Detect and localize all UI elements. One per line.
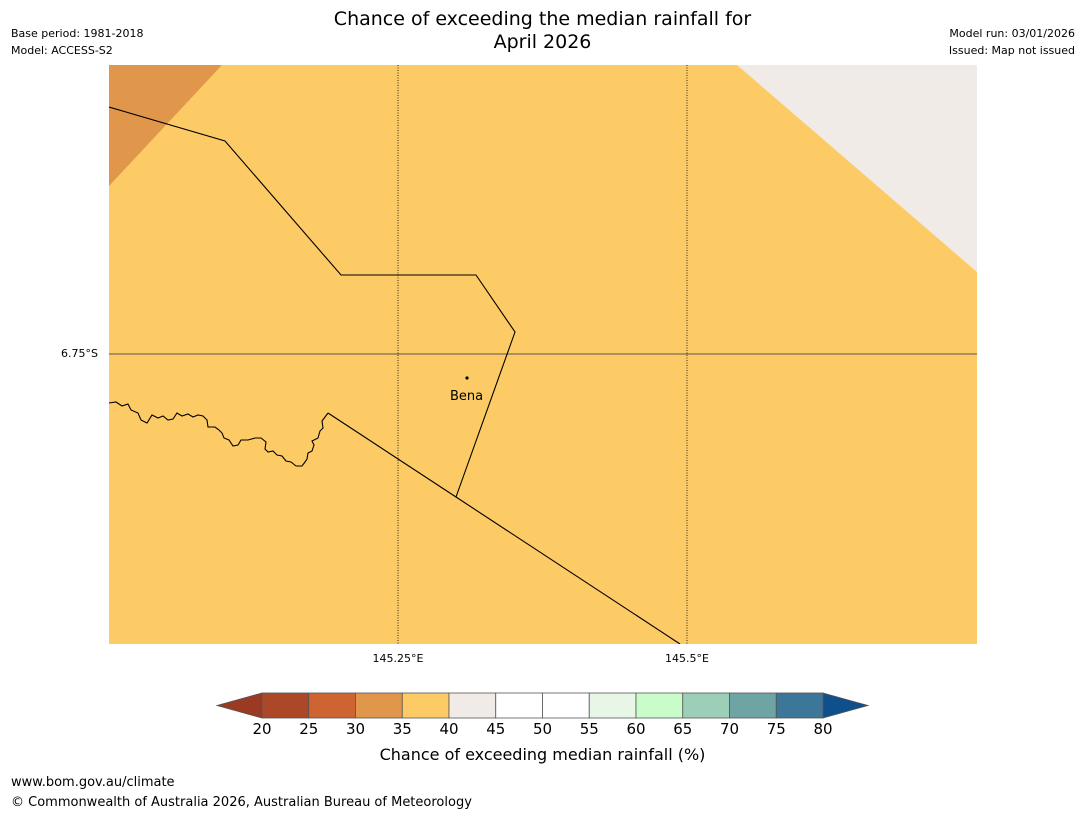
colorbar-tick-label: 70 bbox=[719, 720, 740, 738]
colorbar-tick-label: 45 bbox=[486, 720, 506, 738]
town-label: Bena bbox=[450, 389, 484, 404]
colorbar-tick-label: 80 bbox=[813, 720, 833, 738]
colorbar-segment bbox=[308, 692, 356, 719]
colorbar-segment bbox=[261, 692, 310, 719]
colorbar-segment bbox=[682, 692, 730, 719]
below-median-region bbox=[109, 65, 222, 186]
colorbar-segment bbox=[401, 692, 450, 719]
meta-left: Base period: 1981-2018 Model: ACCESS-S2 bbox=[11, 25, 143, 59]
base-period: Base period: 1981-2018 bbox=[11, 27, 144, 40]
issued-status: Issued: Map not issued bbox=[948, 44, 1075, 57]
lon-label-145-25: 145.25°E bbox=[372, 652, 424, 665]
colorbar-below-arrow bbox=[215, 692, 263, 719]
colorbar-ticks: 20 25 30 35 40 45 50 55 60 65 70 75 80 bbox=[0, 720, 1085, 740]
meta-right: Model run: 03/01/2026 Issued: Map not is… bbox=[949, 25, 1075, 59]
colorbar-tick-label: 60 bbox=[626, 720, 646, 738]
colorbar-segment bbox=[635, 692, 684, 719]
map-background bbox=[109, 65, 977, 644]
colorbar-tick-label: 25 bbox=[299, 720, 319, 738]
colorbar-segment bbox=[588, 692, 637, 719]
colorbar-segment bbox=[495, 692, 543, 719]
neutral-region bbox=[737, 65, 977, 272]
lon-label-145-5: 145.5°E bbox=[665, 652, 709, 665]
map-title-line2: April 2026 bbox=[493, 31, 592, 53]
province-boundary-south bbox=[327, 412, 681, 644]
colorbar-above-arrow bbox=[822, 692, 870, 719]
footer-url: www.bom.gov.au/climate bbox=[11, 775, 175, 790]
colorbar-segment bbox=[355, 692, 403, 719]
town-marker bbox=[465, 376, 469, 380]
province-boundary bbox=[109, 106, 516, 498]
colorbar-tick-label: 20 bbox=[252, 720, 272, 738]
map-title: Chance of exceeding the median rainfall … bbox=[0, 8, 1085, 54]
coastline bbox=[109, 401, 329, 467]
colorbar-tick-label: 50 bbox=[532, 720, 553, 738]
colorbar-tick-label: 30 bbox=[345, 720, 366, 738]
footer-copyright: © Commonwealth of Australia 2026, Austra… bbox=[11, 795, 472, 810]
model-run: Model run: 03/01/2026 bbox=[949, 27, 1075, 40]
model-name: Model: ACCESS-S2 bbox=[11, 44, 113, 57]
lat-label: 6.75°S bbox=[61, 347, 98, 360]
colorbar-tick-label: 65 bbox=[673, 720, 693, 738]
colorbar-tick-label: 75 bbox=[766, 720, 786, 738]
colorbar-segment bbox=[775, 692, 824, 719]
colorbar-segment bbox=[448, 692, 497, 719]
colorbar-label: Chance of exceeding median rainfall (%) bbox=[379, 745, 706, 764]
map-title-line1: Chance of exceeding the median rainfall … bbox=[333, 8, 752, 30]
colorbar-segment bbox=[542, 692, 590, 719]
colorbar-tick-label: 55 bbox=[579, 720, 599, 738]
colorbar-segment bbox=[729, 692, 777, 719]
colorbar-tick-label: 35 bbox=[392, 720, 412, 738]
colorbar-tick-label: 40 bbox=[439, 720, 459, 738]
